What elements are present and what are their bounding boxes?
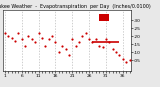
Point bbox=[88, 39, 90, 40]
Point bbox=[61, 45, 63, 46]
Point bbox=[71, 39, 74, 40]
Point bbox=[24, 45, 26, 46]
Point bbox=[7, 35, 10, 37]
Point bbox=[111, 48, 114, 50]
Point bbox=[98, 45, 100, 46]
Point bbox=[31, 39, 33, 40]
Point bbox=[51, 35, 53, 37]
Point bbox=[91, 42, 94, 43]
Point bbox=[68, 55, 70, 56]
Point bbox=[105, 39, 107, 40]
Point bbox=[108, 42, 111, 43]
Point bbox=[41, 37, 43, 38]
Point bbox=[64, 48, 67, 50]
Point bbox=[128, 59, 131, 61]
Point bbox=[121, 58, 124, 59]
Point bbox=[44, 45, 47, 46]
Point bbox=[101, 47, 104, 48]
Point bbox=[57, 51, 60, 53]
Point bbox=[14, 40, 16, 42]
Point bbox=[118, 55, 121, 56]
Point bbox=[84, 32, 87, 34]
Point bbox=[78, 42, 80, 43]
Point bbox=[34, 42, 36, 43]
Point bbox=[27, 35, 30, 37]
Point bbox=[54, 42, 57, 43]
Point bbox=[47, 39, 50, 40]
Title: Milwaukee Weather  -  Evapotranspiration  per Day  (Inches/0.0100): Milwaukee Weather - Evapotranspiration p… bbox=[0, 4, 151, 9]
Point bbox=[95, 39, 97, 40]
Point bbox=[115, 51, 117, 53]
Point bbox=[125, 61, 127, 62]
Point bbox=[74, 45, 77, 46]
Point bbox=[4, 32, 6, 34]
Point bbox=[17, 32, 20, 34]
Point bbox=[10, 37, 13, 38]
Point bbox=[37, 32, 40, 34]
Bar bbox=[99, 14, 109, 21]
Point bbox=[81, 35, 84, 37]
Point bbox=[20, 39, 23, 40]
